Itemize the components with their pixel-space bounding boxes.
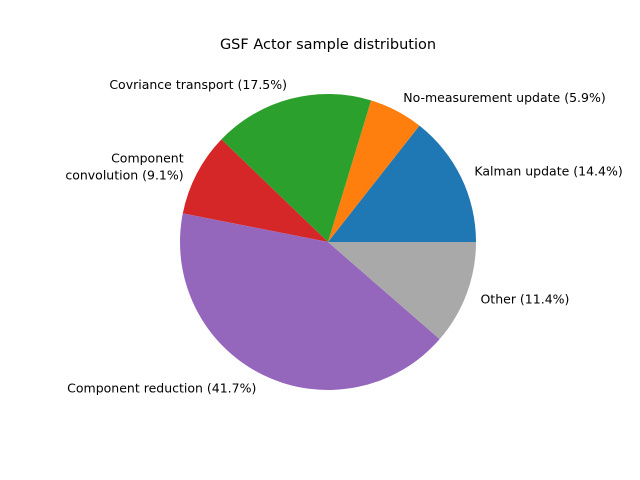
pie-labels: Kalman update (14.4%) No-measurement upda… xyxy=(65,77,622,396)
slice-label: Component reduction (41.7%) xyxy=(67,381,256,396)
slice-label: Kalman update (14.4%) xyxy=(474,163,622,178)
slice-label: No-measurement update (5.9%) xyxy=(403,90,605,105)
chart-title: GSF Actor sample distribution xyxy=(220,37,436,53)
pie-slice xyxy=(328,242,476,340)
pie-slice xyxy=(328,125,476,242)
slice-label: Component convolution (9.1%) xyxy=(65,151,183,183)
pie-slice xyxy=(328,100,420,242)
slice-label: Other (11.4%) xyxy=(480,292,569,307)
pie-slice xyxy=(221,94,372,242)
slice-label: Covriance transport (17.5%) xyxy=(109,77,287,92)
pie-slice xyxy=(180,213,440,390)
pie-slices xyxy=(180,94,476,390)
pie-slice xyxy=(182,139,328,242)
